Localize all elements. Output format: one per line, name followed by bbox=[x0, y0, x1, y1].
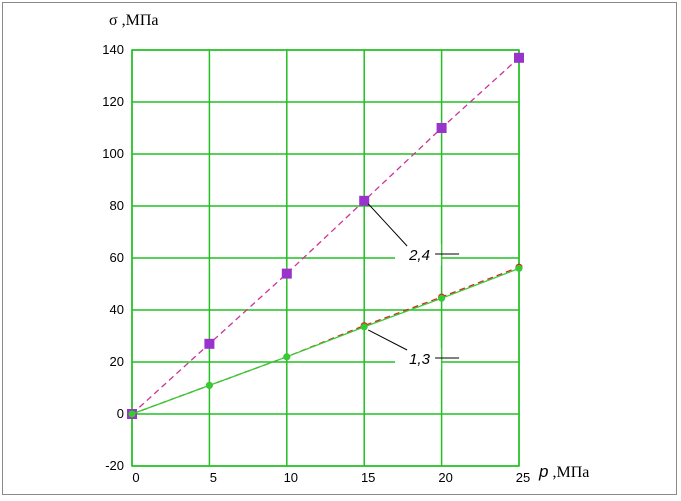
x-tick-label: 0 bbox=[132, 470, 139, 485]
y-tick-label: 100 bbox=[102, 146, 124, 161]
data-point bbox=[360, 323, 368, 331]
grid bbox=[131, 49, 520, 467]
annotation: 1,3 bbox=[367, 329, 460, 370]
data-point bbox=[438, 294, 446, 302]
data-point bbox=[128, 410, 136, 418]
x-axis-ticks: 0 5 10 15 20 25 bbox=[132, 470, 530, 485]
data-point bbox=[205, 381, 213, 389]
data-point bbox=[436, 123, 447, 133]
annotation-bg bbox=[395, 244, 442, 266]
data-point bbox=[514, 52, 524, 63]
annotation-label: 2,4 bbox=[408, 247, 430, 264]
x-tick-label: 5 bbox=[210, 470, 217, 485]
x-tick-label: 25 bbox=[516, 470, 530, 485]
x-tick-label: 10 bbox=[284, 470, 298, 485]
y-tick-label: 140 bbox=[102, 42, 124, 57]
y-tick-label: 60 bbox=[110, 250, 124, 265]
y-tick-label: 20 bbox=[110, 354, 124, 369]
x-axis-unit: ,МПа bbox=[548, 464, 589, 481]
data-point bbox=[281, 268, 292, 279]
annotation-bg bbox=[395, 348, 442, 370]
y-tick-label: 40 bbox=[110, 302, 124, 317]
series-s13a bbox=[128, 263, 523, 418]
annotation: 2,4 bbox=[367, 203, 460, 266]
data-point bbox=[283, 353, 291, 361]
y-tick-label: -20 bbox=[105, 458, 124, 473]
y-tick-label: 0 bbox=[117, 406, 124, 421]
data-point bbox=[515, 264, 523, 272]
y-axis-label: σ ,МПа bbox=[109, 12, 159, 29]
y-tick-label: 80 bbox=[110, 198, 124, 213]
chart-frame: 0 5 10 15 20 25 -20 0 20 40 60 80 100 120 140 2,4 1,3 … bbox=[2, 2, 677, 495]
annotation-label: 1,3 bbox=[409, 351, 431, 368]
annotations: 2,4 1,3 bbox=[367, 203, 460, 370]
plot-border bbox=[131, 49, 520, 467]
series-line-s13b bbox=[131, 267, 520, 415]
annotation-leader bbox=[367, 329, 408, 351]
x-tick-label: 20 bbox=[438, 470, 452, 485]
series-line-s13a bbox=[131, 266, 520, 415]
x-axis-label: p ,МПа bbox=[538, 462, 589, 481]
data-point bbox=[359, 195, 370, 206]
series bbox=[127, 52, 524, 419]
series-s13b bbox=[128, 264, 523, 418]
annotation-leader bbox=[367, 203, 408, 247]
x-tick-label: 15 bbox=[361, 470, 375, 485]
series-s24 bbox=[127, 52, 524, 419]
series-line-s24 bbox=[131, 57, 520, 415]
y-axis-ticks: -20 0 20 40 60 80 100 120 140 bbox=[102, 42, 124, 473]
x-axis-symbol: p bbox=[538, 462, 548, 481]
y-tick-label: 120 bbox=[102, 94, 124, 109]
data-point bbox=[204, 338, 215, 349]
